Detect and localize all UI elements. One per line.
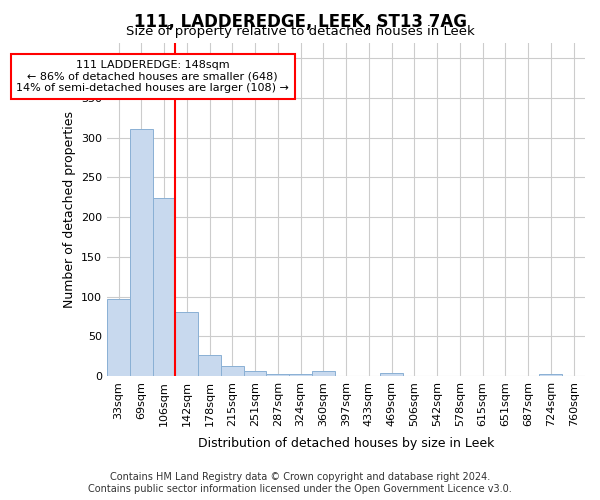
Bar	[380, 372, 403, 376]
Y-axis label: Number of detached properties: Number of detached properties	[62, 110, 76, 308]
Bar	[198, 356, 221, 376]
Bar	[312, 371, 335, 376]
Text: Contains HM Land Registry data © Crown copyright and database right 2024.
Contai: Contains HM Land Registry data © Crown c…	[88, 472, 512, 494]
Text: 111, LADDEREDGE, LEEK, ST13 7AG: 111, LADDEREDGE, LEEK, ST13 7AG	[133, 12, 467, 30]
Bar	[107, 299, 130, 376]
Bar	[221, 366, 244, 376]
Bar	[130, 129, 152, 376]
Text: Size of property relative to detached houses in Leek: Size of property relative to detached ho…	[125, 25, 475, 38]
X-axis label: Distribution of detached houses by size in Leek: Distribution of detached houses by size …	[198, 437, 494, 450]
Bar	[175, 312, 198, 376]
Bar	[539, 374, 562, 376]
Bar	[152, 198, 175, 376]
Bar	[244, 371, 266, 376]
Text: 111 LADDEREDGE: 148sqm
← 86% of detached houses are smaller (648)
14% of semi-de: 111 LADDEREDGE: 148sqm ← 86% of detached…	[16, 60, 289, 93]
Bar	[289, 374, 312, 376]
Bar	[266, 374, 289, 376]
